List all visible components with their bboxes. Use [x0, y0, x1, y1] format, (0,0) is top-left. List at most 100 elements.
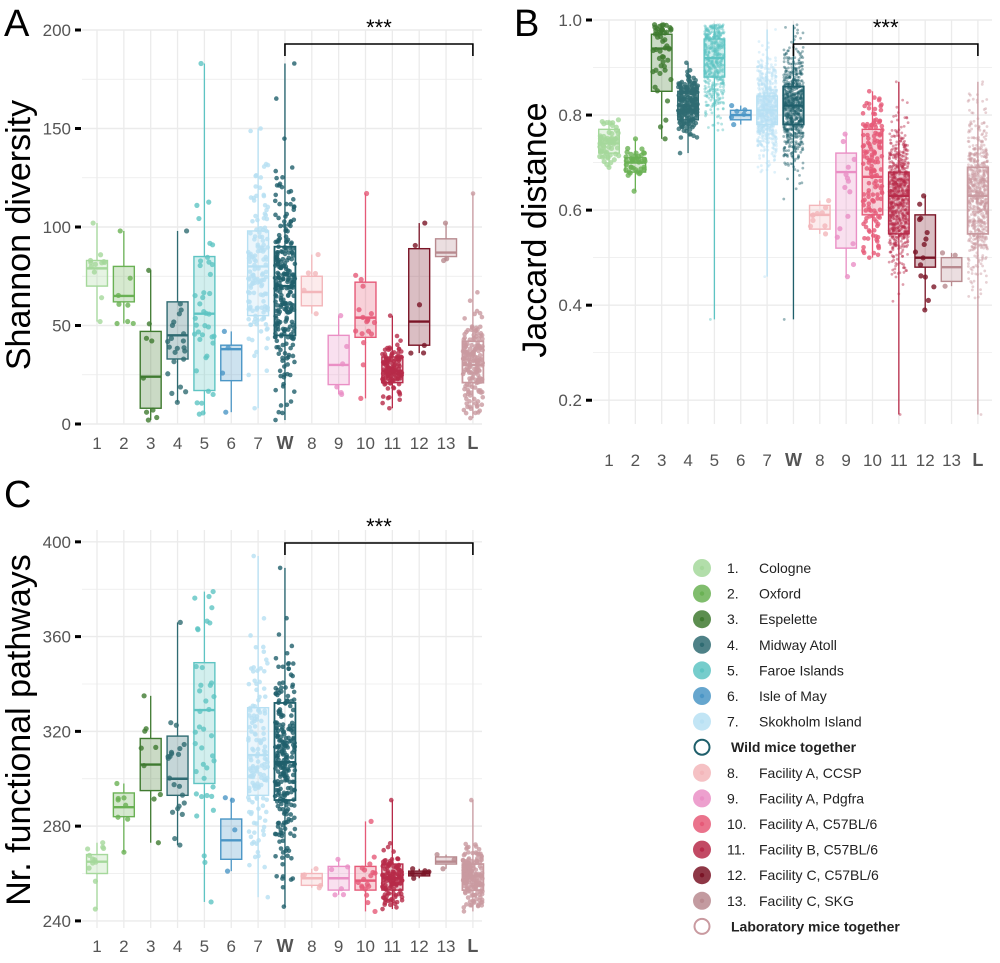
data-point: [721, 78, 725, 82]
data-point: [707, 72, 711, 76]
data-point: [758, 156, 762, 160]
data-point: [798, 143, 802, 147]
data-point: [889, 141, 892, 145]
data-point: [980, 143, 983, 147]
data-point: [792, 106, 796, 110]
data-point: [756, 59, 760, 63]
data-point: [315, 251, 321, 258]
data-point: [774, 56, 777, 60]
data-point: [250, 218, 255, 224]
data-point: [774, 75, 778, 79]
data-point: [966, 256, 970, 260]
data-point: [465, 341, 470, 347]
data-point: [799, 36, 802, 40]
data-point: [469, 370, 475, 376]
y-tick-label: 100: [43, 218, 71, 237]
data-point: [789, 152, 793, 155]
data-point: [973, 219, 977, 223]
data-point: [905, 149, 908, 152]
data-point: [984, 111, 988, 115]
data-point: [787, 113, 791, 116]
data-point: [694, 135, 700, 140]
data-point: [982, 169, 986, 173]
data-point: [984, 197, 988, 201]
data-point: [338, 313, 344, 319]
data-point: [282, 301, 287, 307]
data-point: [975, 170, 978, 174]
data-point: [716, 100, 720, 104]
data-point: [707, 90, 711, 94]
data-point: [705, 33, 709, 37]
data-point: [904, 144, 908, 147]
data-point: [783, 52, 786, 56]
data-point: [980, 218, 984, 222]
data-point: [890, 120, 894, 124]
data-point: [757, 69, 761, 73]
data-point: [866, 88, 872, 94]
data-point: [396, 376, 401, 381]
data-point: [258, 126, 263, 131]
x-tick-label: L: [972, 450, 983, 470]
data-point: [274, 175, 279, 181]
data-point: [277, 319, 283, 325]
data-point: [262, 304, 268, 309]
data-point: [281, 328, 287, 333]
data-point: [790, 128, 794, 132]
data-point: [894, 261, 898, 265]
data-point: [719, 88, 723, 92]
data-point: [252, 266, 257, 272]
data-point: [760, 126, 763, 130]
data-point: [762, 139, 766, 143]
data-point: [875, 252, 881, 258]
data-point: [971, 111, 975, 115]
data-point: [85, 846, 91, 852]
data-point: [684, 107, 689, 113]
data-point: [280, 342, 286, 348]
data-point: [905, 152, 909, 156]
data-point: [782, 128, 786, 132]
x-tick-label: 11: [384, 434, 402, 453]
data-point: [462, 316, 467, 321]
data-point: [398, 349, 404, 354]
x-tick-label: 12: [916, 451, 935, 470]
data-point: [760, 80, 764, 84]
data-point: [183, 389, 189, 395]
data-point: [894, 114, 898, 118]
data-point: [262, 202, 268, 208]
data-point: [722, 81, 725, 85]
data-point: [248, 128, 253, 134]
data-point: [703, 111, 707, 115]
data-point: [716, 51, 719, 55]
data-point: [472, 370, 478, 375]
data-point: [906, 121, 910, 125]
data-point: [276, 232, 282, 238]
data-point: [258, 175, 264, 180]
data-point: [246, 372, 251, 378]
data-point: [972, 136, 976, 140]
data-point: [980, 82, 984, 86]
data-point: [789, 100, 793, 104]
data-point: [975, 185, 979, 189]
y-axis-label: Jaccard distance: [516, 102, 554, 357]
data-point: [840, 138, 846, 145]
data-point: [206, 259, 212, 265]
data-point: [984, 154, 987, 157]
data-point: [800, 140, 804, 144]
data-point: [704, 47, 708, 51]
data-point: [711, 62, 715, 66]
data-point: [969, 230, 972, 234]
data-point: [797, 128, 801, 132]
data-point: [794, 67, 798, 71]
data-point: [972, 190, 976, 194]
data-point: [980, 258, 984, 262]
data-point: [287, 324, 293, 329]
data-point: [257, 279, 262, 285]
data-point: [391, 358, 397, 364]
data-point: [966, 262, 970, 265]
box-7: [755, 28, 779, 279]
data-point: [708, 47, 711, 51]
data-point: [982, 143, 986, 147]
data-point: [611, 157, 617, 163]
data-point: [717, 114, 721, 118]
